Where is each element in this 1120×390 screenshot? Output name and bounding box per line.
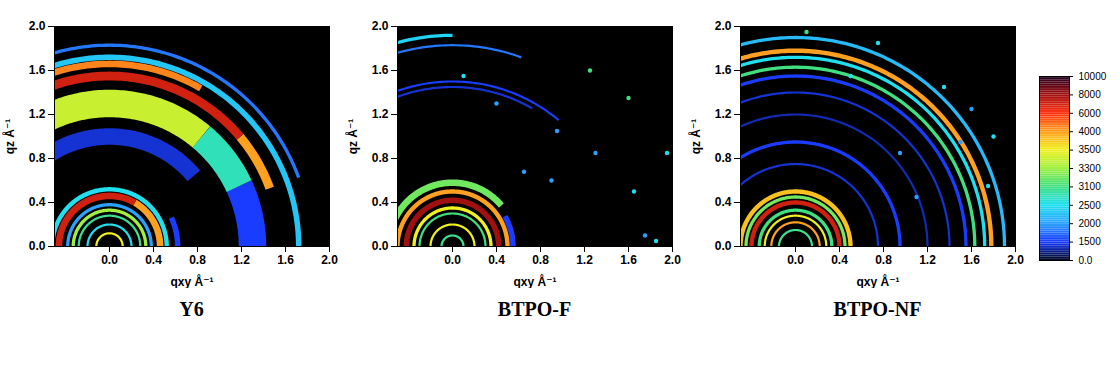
svg-text:6000: 6000 <box>1079 108 1102 119</box>
svg-text:0.8: 0.8 <box>715 151 732 165</box>
svg-text:1500: 1500 <box>1079 236 1102 247</box>
svg-text:1.6: 1.6 <box>372 63 389 77</box>
svg-text:2.0: 2.0 <box>664 253 681 267</box>
svg-text:0.0: 0.0 <box>787 253 804 267</box>
svg-text:1.2: 1.2 <box>29 107 46 121</box>
svg-text:qz Å⁻¹: qz Å⁻¹ <box>345 119 360 155</box>
svg-text:2.0: 2.0 <box>29 19 46 33</box>
svg-text:2500: 2500 <box>1079 200 1102 211</box>
svg-text:0.4: 0.4 <box>488 253 505 267</box>
svg-text:0.4: 0.4 <box>372 195 389 209</box>
svg-text:0.8: 0.8 <box>532 253 549 267</box>
svg-text:0.8: 0.8 <box>372 151 389 165</box>
svg-text:2.0: 2.0 <box>715 19 732 33</box>
svg-text:0.8: 0.8 <box>189 253 206 267</box>
svg-text:0.8: 0.8 <box>29 151 46 165</box>
svg-text:1.2: 1.2 <box>233 253 250 267</box>
svg-text:1.6: 1.6 <box>715 63 732 77</box>
svg-text:0.8: 0.8 <box>875 253 892 267</box>
svg-text:qz Å⁻¹: qz Å⁻¹ <box>2 119 17 155</box>
svg-text:3500: 3500 <box>1079 144 1102 155</box>
svg-text:0.4: 0.4 <box>29 195 46 209</box>
svg-text:qxy Å⁻¹: qxy Å⁻¹ <box>856 274 899 289</box>
html-text:BTPO-F: BTPO-F <box>497 298 572 320</box>
svg-text:8000: 8000 <box>1079 89 1102 100</box>
svg-text:1.6: 1.6 <box>620 253 637 267</box>
svg-text:0.4: 0.4 <box>145 253 162 267</box>
svg-text:0.4: 0.4 <box>831 253 848 267</box>
svg-text:10000: 10000 <box>1079 71 1107 82</box>
svg-text:2.0: 2.0 <box>1007 253 1024 267</box>
svg-text:1.6: 1.6 <box>963 253 980 267</box>
svg-text:qz Å⁻¹: qz Å⁻¹ <box>688 119 703 155</box>
svg-text:0.0: 0.0 <box>372 239 389 253</box>
svg-text:2000: 2000 <box>1079 218 1102 229</box>
svg-text:0.0: 0.0 <box>444 253 461 267</box>
svg-text:3300: 3300 <box>1079 163 1102 174</box>
svg-text:1.2: 1.2 <box>715 107 732 121</box>
svg-text:4000: 4000 <box>1079 126 1102 137</box>
svg-text:0.0: 0.0 <box>29 239 46 253</box>
svg-text:1.6: 1.6 <box>277 253 294 267</box>
html-text:Y6: Y6 <box>179 298 204 320</box>
svg-text:0.4: 0.4 <box>715 195 732 209</box>
svg-text:1.2: 1.2 <box>576 253 593 267</box>
svg-text:3100: 3100 <box>1079 181 1102 192</box>
html-text:BTPO-NF: BTPO-NF <box>833 298 922 320</box>
svg-text:1.6: 1.6 <box>29 63 46 77</box>
svg-text:0.0: 0.0 <box>715 239 732 253</box>
svg-text:2.0: 2.0 <box>372 19 389 33</box>
svg-text:1.2: 1.2 <box>919 253 936 267</box>
svg-text:2.0: 2.0 <box>321 253 338 267</box>
svg-text:0.0: 0.0 <box>1079 255 1093 266</box>
svg-text:0.0: 0.0 <box>101 253 118 267</box>
svg-text:1.2: 1.2 <box>372 107 389 121</box>
svg-text:qxy Å⁻¹: qxy Å⁻¹ <box>513 274 556 289</box>
svg-text:qxy Å⁻¹: qxy Å⁻¹ <box>170 274 213 289</box>
